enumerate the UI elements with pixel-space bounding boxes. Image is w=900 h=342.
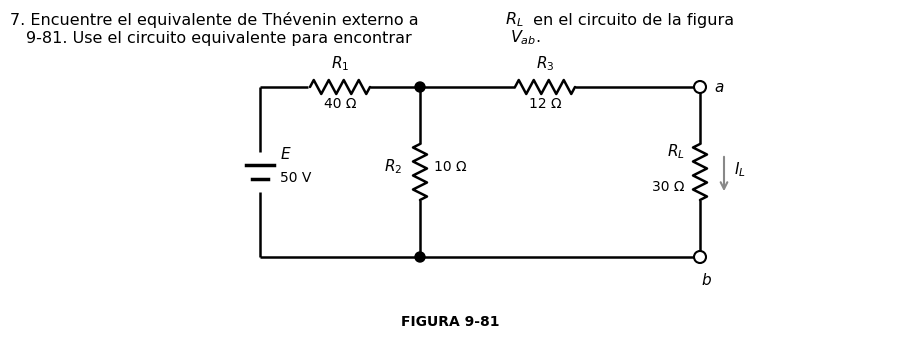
Text: $R_L$: $R_L$ bbox=[505, 11, 524, 29]
Text: 50 V: 50 V bbox=[280, 171, 311, 185]
Text: 7. Encuentre el equivalente de Thévenin externo a: 7. Encuentre el equivalente de Thévenin … bbox=[10, 12, 424, 28]
Text: 40 Ω: 40 Ω bbox=[324, 97, 356, 111]
Text: 30 Ω: 30 Ω bbox=[652, 180, 685, 194]
Text: 9-81. Use el circuito equivalente para encontrar: 9-81. Use el circuito equivalente para e… bbox=[26, 30, 417, 45]
Circle shape bbox=[415, 252, 425, 262]
Text: $R_3$: $R_3$ bbox=[536, 54, 554, 73]
Text: .: . bbox=[535, 30, 540, 45]
Text: $I_L$: $I_L$ bbox=[734, 161, 746, 179]
Text: en el circuito de la figura: en el circuito de la figura bbox=[528, 13, 734, 27]
Circle shape bbox=[694, 81, 706, 93]
Text: a: a bbox=[714, 79, 724, 94]
Text: 10 Ω: 10 Ω bbox=[434, 160, 466, 174]
Circle shape bbox=[694, 251, 706, 263]
Text: $R_2$: $R_2$ bbox=[383, 158, 402, 176]
Text: $R_L$: $R_L$ bbox=[667, 143, 685, 161]
Text: $R_1$: $R_1$ bbox=[331, 54, 349, 73]
Text: $E$: $E$ bbox=[280, 146, 292, 162]
Text: FIGURA 9-81: FIGURA 9-81 bbox=[400, 315, 500, 329]
Text: $V_{ab}$: $V_{ab}$ bbox=[510, 29, 536, 47]
Text: 12 Ω: 12 Ω bbox=[528, 97, 562, 111]
Text: b: b bbox=[701, 273, 711, 288]
Circle shape bbox=[415, 82, 425, 92]
